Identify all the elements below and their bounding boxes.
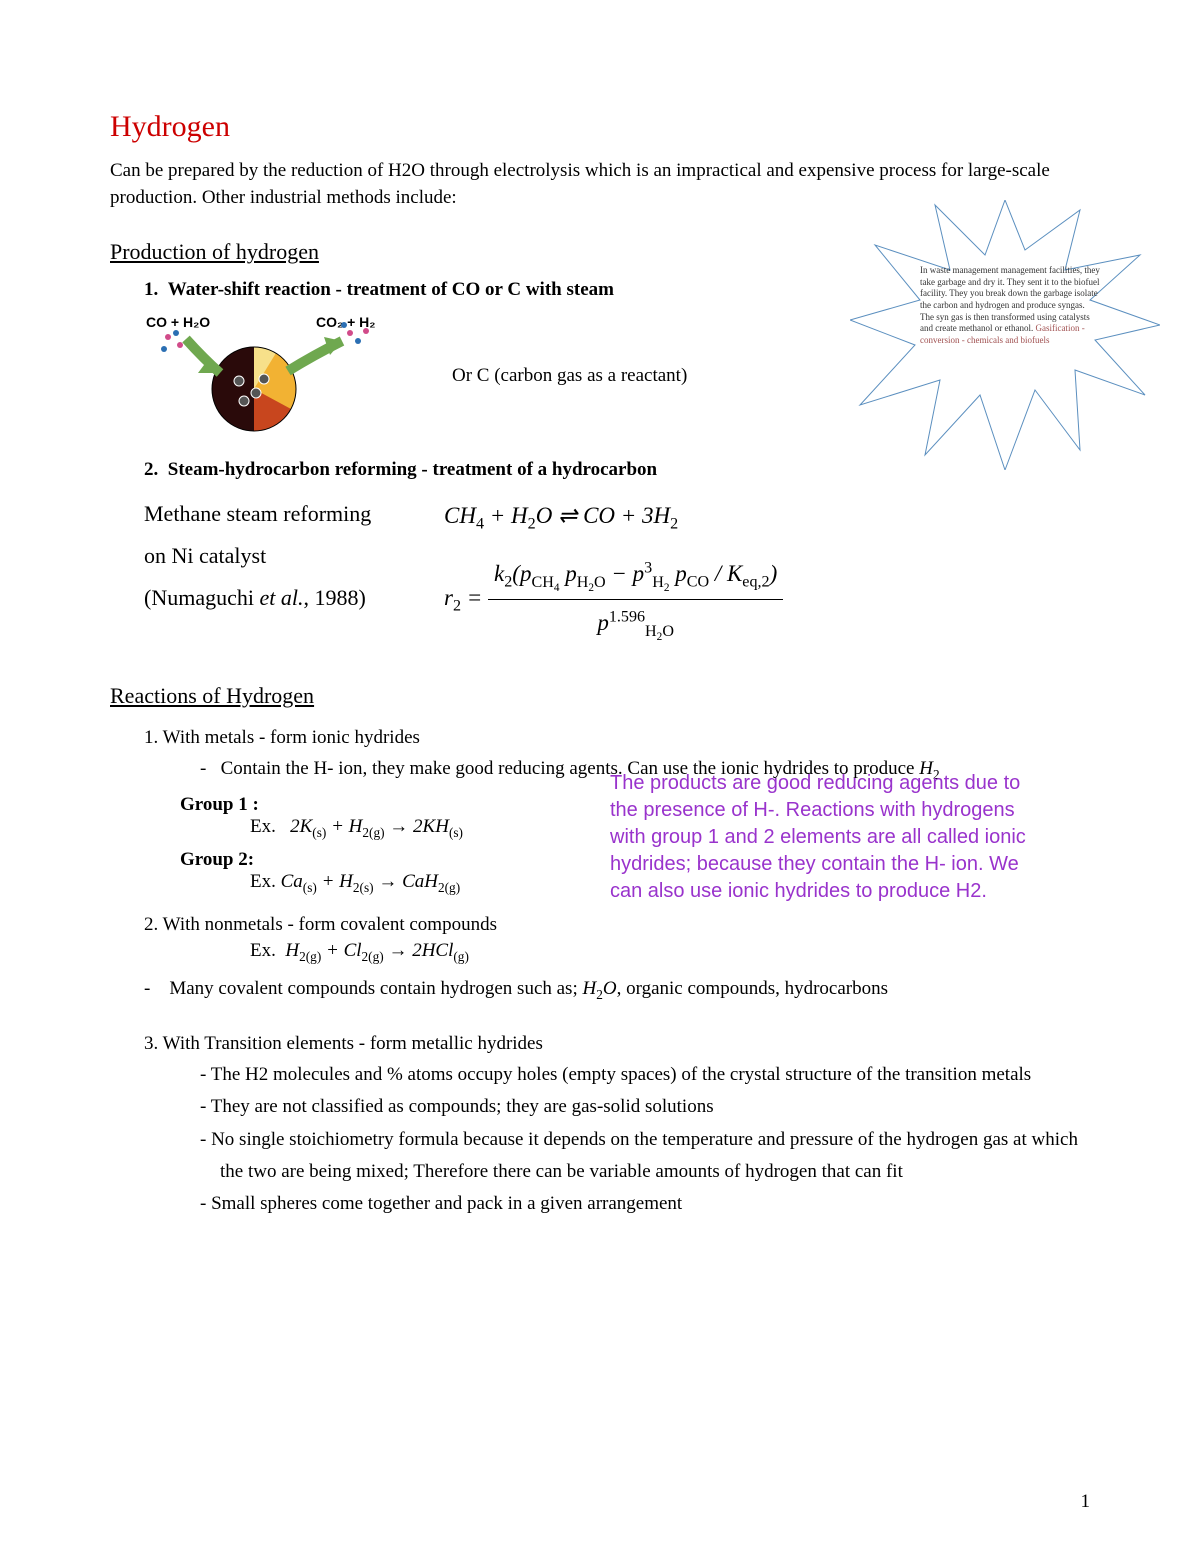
steam-reforming-block: Methane steam reforming on Ni catalyst (… (144, 493, 1090, 648)
reaction-3-note-1: - The H2 molecules and % atoms occupy ho… (200, 1059, 1090, 1091)
reforming-desc-1: Methane steam reforming (144, 493, 424, 535)
label-products: CO₂ + H₂ (316, 314, 376, 330)
reaction-2-note: - Many covalent compounds contain hydrog… (144, 973, 1090, 1006)
diagram-caption: Or C (carbon gas as a reactant) (452, 365, 687, 387)
reaction-3-note-2: - They are not classified as compounds; … (200, 1091, 1090, 1123)
reaction-sphere-diagram: CO + H₂O CO₂ + H₂ (144, 311, 424, 441)
reaction-2-equation: Ex. H2(g) + Cl2(g) → 2HCl(g) (250, 940, 1090, 965)
label-reactants: CO + H₂O (146, 314, 210, 330)
section-reactions: Reactions of Hydrogen (110, 683, 1090, 709)
equation-rate: r2 = k2(pCH4 pH2O − p3H2 pCO / Keq,2) p1… (444, 551, 783, 649)
reaction-1: 1. With metals - form ionic hydrides (144, 723, 1090, 753)
starburst-callout: In waste management management facilitie… (850, 200, 1160, 470)
equation-methane: CH4 + H2O ⇌ CO + 3H2 (444, 493, 783, 541)
purple-annotation: The products are good reducing agents du… (610, 770, 1040, 905)
reaction-2: 2. With nonmetals - form covalent compou… (144, 910, 1090, 940)
reaction-3: 3. With Transition elements - form metal… (144, 1029, 1090, 1059)
page-number: 1 (1081, 1491, 1091, 1513)
reaction-3-note-4: - Small spheres come together and pack i… (200, 1188, 1090, 1220)
reaction-3-note-3: - No single stoichiometry formula becaus… (200, 1124, 1090, 1189)
reforming-desc-2: on Ni catalyst (144, 535, 424, 577)
page-title: Hydrogen (110, 110, 1090, 144)
reforming-desc-3: (Numaguchi et al., 1988) (144, 577, 424, 619)
